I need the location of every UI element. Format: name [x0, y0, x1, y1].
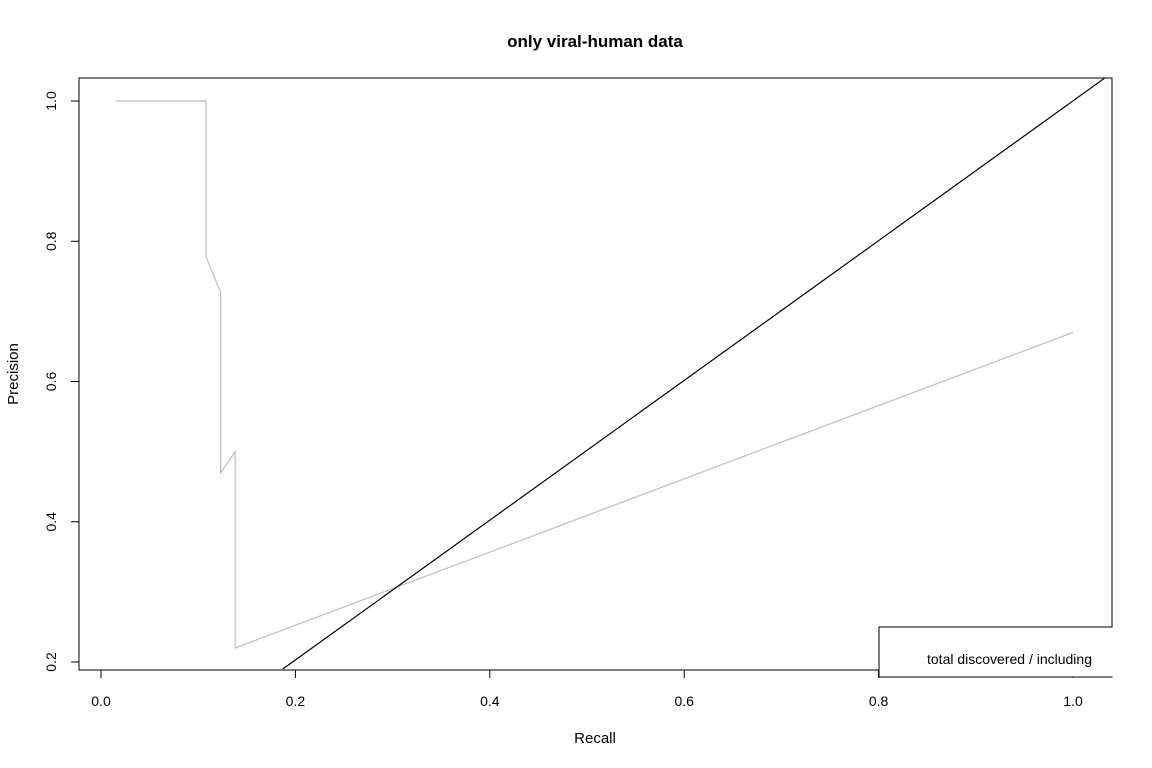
x-tick-label: 1.0 [1063, 693, 1083, 709]
x-tick-label: 0.2 [286, 693, 306, 709]
series-layer [115, 78, 1106, 670]
plot-frame [78, 77, 1113, 671]
legend-mask [1112, 620, 1152, 680]
legend-box [878, 626, 1120, 678]
x-tick-label: 0.6 [674, 693, 694, 709]
y-tick-label: 0.8 [43, 231, 59, 251]
x-tick-label: 0.4 [480, 693, 500, 709]
legend-entry-text: total discovered / including [927, 651, 1092, 667]
y-tick-label: 0.6 [43, 372, 59, 392]
chart-title: only viral-human data [507, 32, 683, 51]
y-axis: 0.2 0.4 0.6 0.8 1.0 [43, 91, 80, 672]
y-tick-label: 1.0 [43, 91, 59, 111]
y-axis-label: Precision [5, 343, 22, 405]
series-line-1 [115, 100, 1074, 649]
x-axis-label: Recall [574, 730, 616, 747]
series-line-2 [282, 78, 1106, 670]
y-tick-label: 0.2 [43, 652, 59, 672]
x-tick-label: 0.8 [869, 693, 889, 709]
y-tick-label: 0.4 [43, 512, 59, 532]
legend: total discovered / including [878, 620, 1152, 680]
x-tick-label: 0.0 [91, 693, 111, 709]
